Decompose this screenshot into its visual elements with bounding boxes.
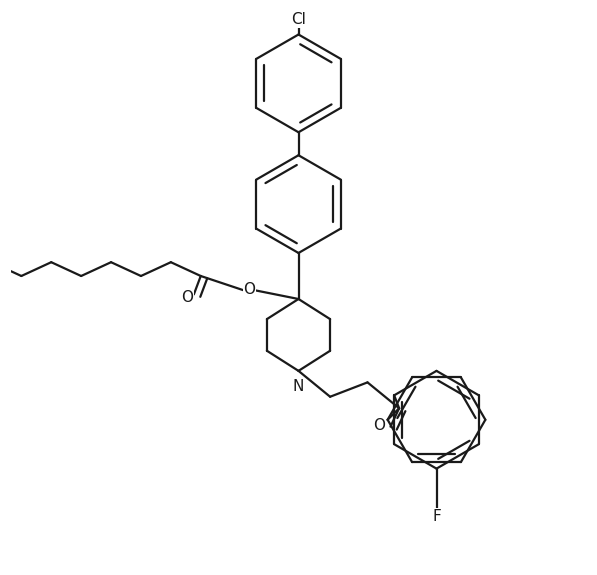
Text: O: O xyxy=(373,418,385,433)
Text: O: O xyxy=(244,282,256,297)
Text: Cl: Cl xyxy=(291,12,306,27)
Text: F: F xyxy=(432,509,441,524)
Text: N: N xyxy=(293,379,304,394)
Text: O: O xyxy=(181,290,193,305)
